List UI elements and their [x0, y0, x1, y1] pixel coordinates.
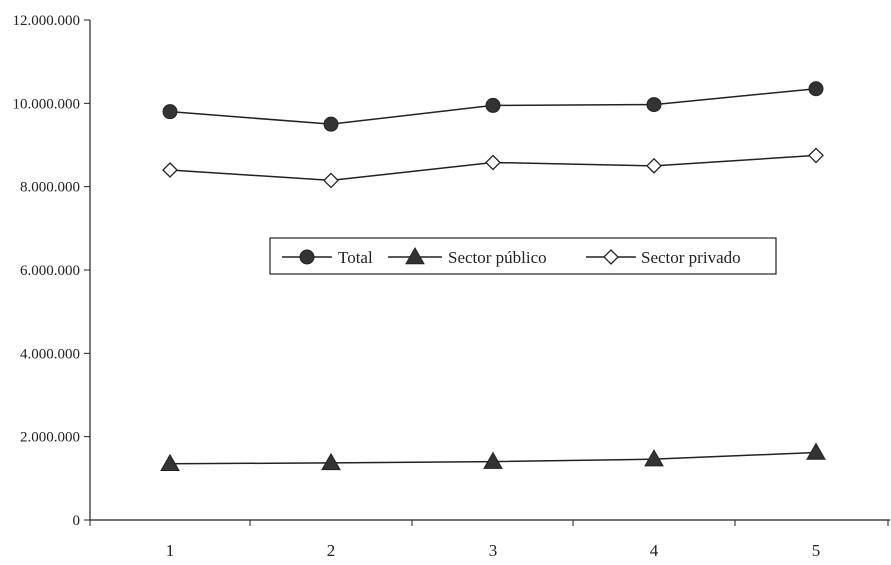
data-point-sector-privado — [323, 172, 339, 189]
data-point-total — [808, 81, 824, 97]
legend-entry-total: Total — [282, 248, 373, 267]
legend-box — [269, 237, 777, 275]
legend-label: Sector público — [448, 248, 547, 267]
y-tick-label: 0 — [73, 513, 81, 529]
legend-marker-sector-privado — [603, 249, 619, 265]
x-tick-label: 2 — [327, 541, 336, 560]
series-total — [162, 81, 824, 132]
data-point-sector-p-blico — [806, 442, 826, 460]
data-point-total — [646, 97, 662, 113]
x-tick-label: 5 — [812, 541, 821, 560]
y-tick-label: 8.000.000 — [20, 180, 80, 196]
data-point-sector-p-blico — [644, 449, 664, 467]
series-sector-privado — [162, 147, 824, 189]
legend-entry-sector-p-blico: Sector público — [388, 246, 547, 267]
x-tick-label: 4 — [650, 541, 659, 560]
legend-label: Total — [338, 248, 373, 267]
data-point-total — [323, 116, 339, 132]
series-layer — [160, 81, 826, 471]
legend-label: Sector privado — [641, 248, 741, 267]
legend-marker-total — [299, 249, 315, 265]
y-tick-label: 4.000.000 — [20, 346, 80, 362]
data-point-sector-privado — [646, 157, 662, 174]
x-tick-label: 1 — [166, 541, 175, 560]
y-tick-label: 2.000.000 — [20, 430, 80, 446]
x-tick-label: 3 — [489, 541, 498, 560]
data-point-sector-privado — [485, 154, 501, 171]
data-point-sector-p-blico — [321, 452, 341, 471]
data-point-sector-privado — [808, 147, 824, 164]
y-tick-label: 10.000.000 — [13, 96, 81, 112]
data-point-total — [485, 97, 501, 113]
data-point-sector-p-blico — [483, 451, 503, 469]
y-tick-label: 12.000.000 — [13, 13, 81, 29]
data-point-sector-p-blico — [160, 453, 180, 471]
legend: Total Sector público Sector privado — [269, 237, 777, 275]
series-sector-p-blico — [160, 442, 826, 471]
legend-marker-sector-p-blico — [405, 246, 425, 265]
data-point-sector-privado — [162, 162, 178, 178]
legend-entry-sector-privado: Sector privado — [586, 248, 741, 267]
y-tick-label: 6.000.000 — [20, 263, 80, 279]
data-point-total — [162, 104, 178, 120]
axes: 0 2.000.000 4.000.000 6.000.000 8.000.000 10.… — [13, 13, 890, 560]
